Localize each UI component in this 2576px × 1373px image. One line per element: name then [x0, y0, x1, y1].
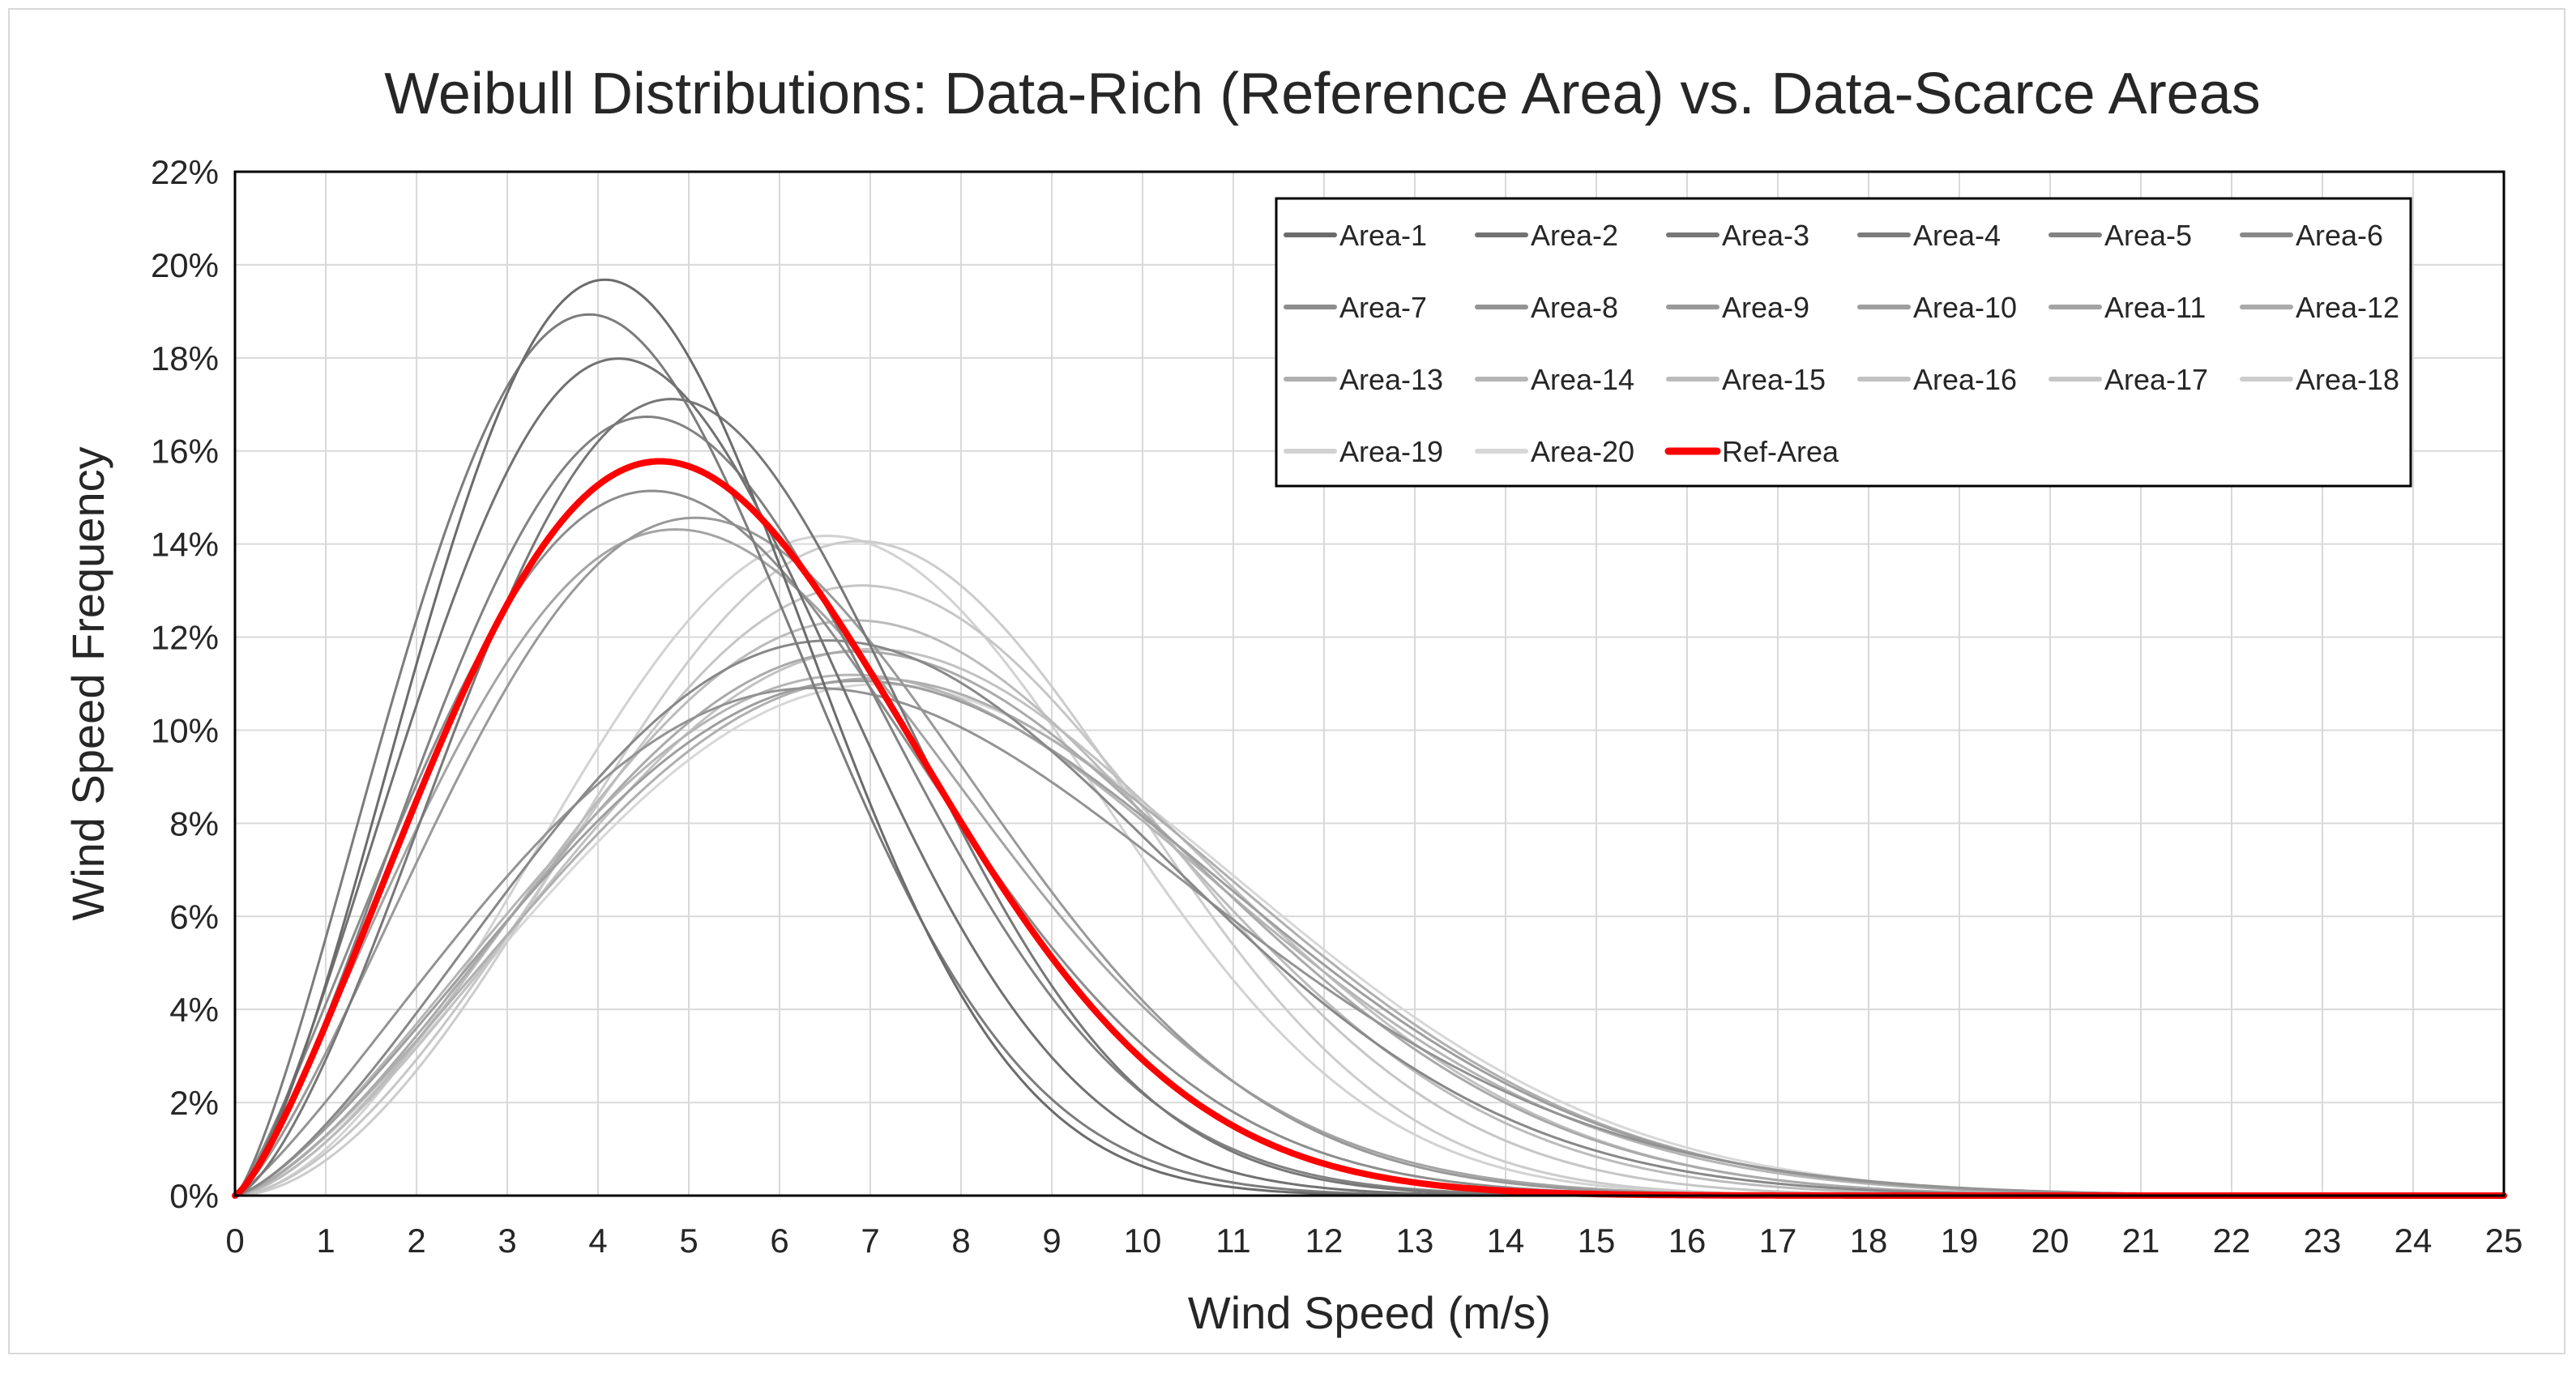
legend-label: Area-17: [2104, 363, 2208, 396]
series-line-area-18: [233, 539, 2506, 1197]
series-line-area-10: [233, 680, 2506, 1197]
series-line-area-17: [233, 584, 2506, 1197]
x-tick-label: 7: [861, 1222, 879, 1260]
legend-label: Area-2: [1531, 219, 1618, 252]
legend-label: Area-15: [1722, 363, 1826, 396]
y-tick-label: 14%: [151, 526, 219, 564]
series-line-area-14: [233, 673, 2506, 1197]
x-tick-label: 15: [1578, 1222, 1616, 1260]
y-tick-label: 0%: [169, 1177, 219, 1215]
legend-label: Area-3: [1722, 219, 1809, 252]
x-tick-label: 9: [1042, 1222, 1061, 1260]
legend-label: Area-11: [2104, 291, 2206, 324]
series-line-area-6: [233, 639, 2506, 1197]
legend-label: Area-4: [1913, 219, 2001, 252]
y-tick-label: 6%: [169, 898, 219, 936]
y-tick-label: 20%: [151, 246, 219, 284]
x-axis-label: Wind Speed (m/s): [1188, 1287, 1551, 1338]
x-tick-label: 19: [1941, 1222, 1979, 1260]
y-tick-label: 18%: [151, 339, 219, 377]
legend-label: Area-8: [1531, 291, 1618, 324]
legend-label: Area-9: [1722, 291, 1809, 324]
x-tick-label: 5: [679, 1222, 698, 1260]
legend-label: Area-13: [1339, 363, 1443, 396]
legend-label: Area-5: [2104, 219, 2192, 252]
x-tick-label: 18: [1850, 1222, 1888, 1260]
y-tick-label: 2%: [169, 1084, 219, 1122]
y-tick-label: 16%: [151, 433, 219, 471]
x-tick-label: 0: [225, 1222, 244, 1260]
y-tick-label: 12%: [151, 619, 219, 657]
legend-label: Ref-Area: [1722, 435, 1839, 468]
x-tick-label: 16: [1668, 1222, 1707, 1260]
y-tick-label: 8%: [169, 804, 219, 842]
legend-label: Area-18: [2296, 363, 2399, 396]
y-axis-label: Wind Speed Frequency: [62, 446, 113, 920]
series-line-area-11: [233, 528, 2506, 1197]
x-tick-label: 4: [588, 1222, 607, 1260]
legend-box: [1275, 197, 2412, 488]
series-line-area-20: [233, 683, 2506, 1197]
legend-label: Area-16: [1913, 363, 2017, 396]
x-tick-label: 13: [1396, 1222, 1434, 1260]
x-tick-label: 6: [770, 1222, 788, 1260]
x-tick-label: 20: [2031, 1222, 2070, 1260]
legend-label: Area-14: [1531, 363, 1634, 396]
x-tick-label: 2: [407, 1222, 425, 1260]
chart-title: Weibull Distributions: Data-Rich (Refere…: [384, 62, 2261, 126]
legend-label: Area-6: [2296, 219, 2383, 252]
x-tick-label: 1: [316, 1222, 335, 1260]
x-tick-label: 11: [1215, 1222, 1251, 1260]
legend-label: Area-19: [1339, 435, 1443, 468]
series-line-area-8: [233, 686, 2506, 1197]
x-tick-label: 24: [2394, 1222, 2433, 1260]
series-line-area-13: [233, 677, 2506, 1197]
plot-area-border: [233, 170, 2506, 1197]
legend-label: Area-1: [1339, 219, 1427, 252]
x-tick-label: 3: [498, 1222, 516, 1260]
x-tick-label: 25: [2485, 1222, 2523, 1260]
axes: 0 1 2 3 4 5 6 7 8 9 10 11 12 13 14 15 16 17 18 19 20 21 22 23 24…: [151, 153, 2523, 1260]
series-line-area-12: [233, 650, 2506, 1197]
y-tick-label: 22%: [151, 153, 219, 191]
x-tick-label: 17: [1759, 1222, 1797, 1260]
legend-label: Area-20: [1531, 435, 1634, 468]
y-tick-label: 4%: [169, 991, 219, 1029]
x-tick-label: 21: [2122, 1222, 2160, 1260]
series-line-area-3: [233, 398, 2506, 1197]
legend-label: Area-10: [1913, 291, 2017, 324]
legend-label: Area-7: [1339, 291, 1427, 324]
y-tick-label: 10%: [151, 711, 219, 749]
x-tick-label: 23: [2304, 1222, 2342, 1260]
legend: Area-1 Area-2 Area-3 Area-4 Area-5 Area-6 Area…: [1275, 197, 2412, 488]
series-line-area-16: [233, 647, 2506, 1197]
x-tick-label: 8: [951, 1222, 970, 1260]
x-tick-label: 22: [2213, 1222, 2251, 1260]
legend-label: Area-12: [2296, 291, 2399, 324]
x-tick-label: 12: [1305, 1222, 1344, 1260]
x-tick-label: 14: [1487, 1222, 1525, 1260]
x-tick-label: 10: [1124, 1222, 1162, 1260]
